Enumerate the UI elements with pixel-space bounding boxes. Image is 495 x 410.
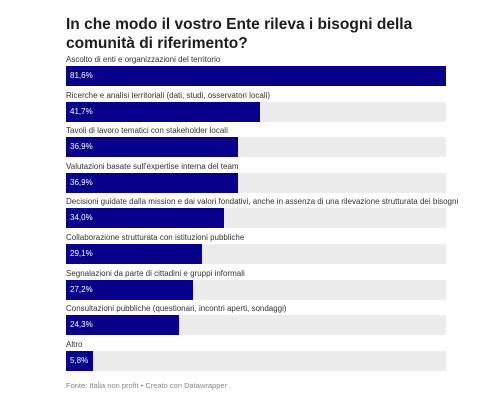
bar-value-label: 36,9% [70,177,93,187]
bar [66,208,225,229]
category-label: Consultazioni pubbliche (questionari, in… [66,304,287,314]
category-label: Tavoli di lavoro tematici con stakeholde… [66,126,228,136]
category-label: Segnalazioni da parte di cittadini e gru… [66,268,245,278]
bar-track: 34,0% [66,208,446,229]
bar [66,172,238,193]
bar-track: 24,3% [66,315,446,336]
category-label: Collaborazione strutturata con istituzio… [66,233,245,242]
bar [66,315,180,336]
bar-value-label: 41,7% [70,106,93,116]
bar-value-label: 34,0% [70,213,93,223]
bar [66,244,202,264]
category-label: Decisioni guidate dalla mission e dai va… [66,197,459,207]
bar [66,66,446,86]
bar-track: 5,8% [66,350,446,371]
bar-track: 41,7% [66,101,446,122]
category-label: Ricerche e analisi territoriali (dati, s… [66,90,271,100]
bar [66,137,238,158]
bar-value-label: 5,8% [70,355,89,365]
bar-track: 29,1% [66,244,446,264]
bar-track: 27,2% [66,279,446,300]
bar-value-label: 81,6% [70,71,93,80]
category-label: Valutazioni basate sull'expertise intern… [66,161,239,171]
bar [66,279,193,300]
bar-track: 36,9% [66,172,446,193]
bar-track: 36,9% [66,137,446,158]
bar-value-label: 27,2% [70,284,93,294]
bar-track: 81,6% [66,66,446,86]
bar-value-label: 36,9% [70,142,93,152]
chart-title: In che modo il vostro Ente rileva i biso… [66,16,413,52]
chart-footer: Fonte: Italia non profit • Creato con Da… [66,381,228,390]
category-label: Ascolto di enti e organizzazioni del ter… [66,55,221,64]
bar [66,101,261,122]
bar-value-label: 29,1% [70,249,93,258]
bar [66,350,93,371]
bar-value-label: 24,3% [70,320,93,330]
category-label: Altro [66,339,83,349]
